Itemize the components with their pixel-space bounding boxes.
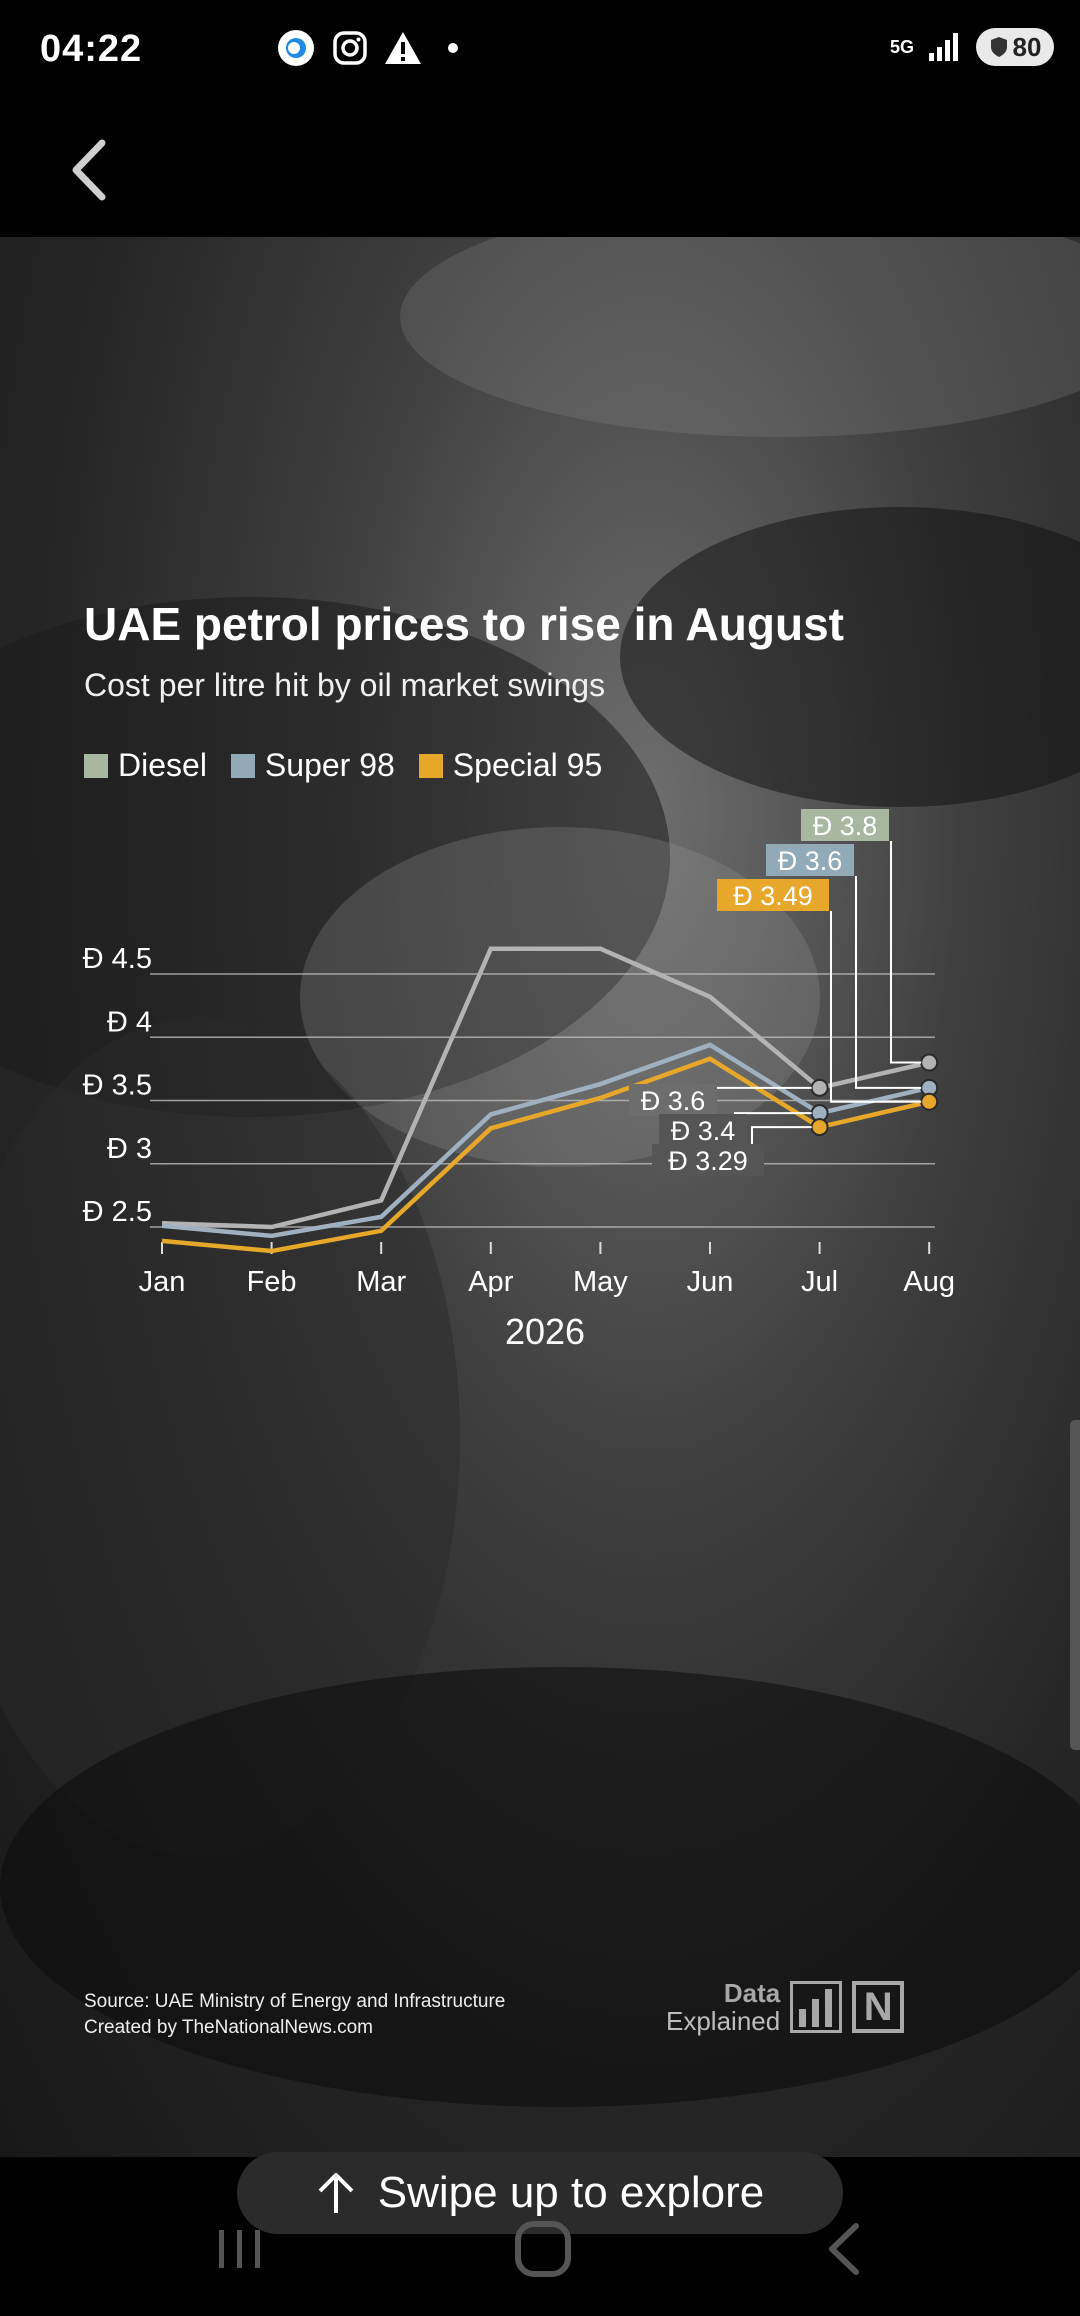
back-button[interactable]: [60, 135, 120, 205]
background-photo: [0, 237, 1080, 2107]
annotation-box: [629, 1084, 717, 1116]
data-point-special-95: [920, 1092, 939, 1111]
chart-legend: Diesel Super 98 Special 95: [84, 747, 602, 784]
top-bar: [0, 105, 1080, 237]
legend-label: Special 95: [452, 747, 603, 783]
story-card: UAE petrol prices to rise in August Cost…: [0, 237, 1080, 2157]
x-tick-label: Apr: [468, 1266, 513, 1298]
y-tick-label: Đ 3.5: [83, 1070, 152, 1102]
network-label: 5G: [889, 37, 914, 57]
swipe-label: Swipe up to explore: [377, 2168, 765, 2217]
x-axis-label: 2026: [505, 1311, 585, 1352]
annotation-label: Đ 3.8: [813, 811, 878, 841]
annotation-label: Đ 3.6: [778, 846, 843, 876]
national-logo: N: [852, 1981, 905, 2033]
warning-icon: [385, 32, 421, 64]
legend-item-special95: Special 95: [418, 747, 603, 784]
scroll-indicator[interactable]: [1070, 1420, 1080, 1750]
swipe-up-button[interactable]: Swipe up to explore: [237, 2152, 843, 2234]
x-tick-label: Aug: [903, 1266, 955, 1298]
nav-back-button[interactable]: [810, 2214, 880, 2284]
recent-apps-button[interactable]: [205, 2214, 275, 2284]
credit-line: Created by TheNationalNews.com: [84, 2017, 374, 2038]
data-point-diesel: [920, 1053, 939, 1072]
brand-line1: Data: [723, 1978, 781, 2008]
x-tick-label: Feb: [247, 1266, 297, 1298]
data-explained-logo: Data Explained N: [666, 1978, 905, 2036]
shield-icon: [990, 37, 1007, 57]
legend-swatch: [84, 753, 108, 778]
status-notification-icons: [276, 28, 468, 68]
x-tick-label: Jul: [801, 1266, 838, 1298]
legend-swatch: [418, 753, 443, 778]
status-bar: 04:22 5G 80: [0, 0, 1080, 105]
annotation-leader: [890, 841, 922, 1064]
x-tick-label: May: [573, 1266, 628, 1298]
legend-item-super98: Super 98: [230, 747, 395, 784]
legend-label: Super 98: [264, 747, 395, 783]
assistant-icon: [278, 30, 314, 66]
annotation-leader: [751, 1126, 812, 1144]
annotation-label: Đ 3.6: [641, 1086, 706, 1116]
series-line-special-95: [161, 1056, 930, 1254]
y-tick-label: Đ 2.5: [83, 1196, 152, 1228]
brand-line2: Explained: [666, 2006, 781, 2036]
legend-label: Diesel: [118, 747, 207, 783]
series-line-super-98: [161, 1042, 930, 1239]
annotation-label: Đ 3.49: [733, 881, 813, 911]
status-time: 04:22: [40, 28, 143, 70]
annotation-leader: [830, 911, 922, 1103]
legend-item-diesel: Diesel: [84, 747, 207, 784]
x-tick-label: Jun: [687, 1266, 734, 1298]
y-tick-label: Đ 4.5: [83, 943, 152, 975]
chart-title: UAE petrol prices to rise in August: [84, 598, 844, 650]
bg-shape: [0, 597, 670, 1117]
bg-shape: [400, 237, 1080, 437]
annotation-leader: [855, 876, 922, 1089]
source-note: Source: UAE Ministry of Energy and Infra…: [84, 1989, 505, 2041]
annotation-label: Đ 3.4: [671, 1116, 736, 1146]
y-tick-label: Đ 4: [107, 1006, 152, 1038]
status-system-icons: 5G 80: [890, 28, 1054, 66]
source-line: Source: UAE Ministry of Energy and Infra…: [84, 1991, 506, 2012]
annotation-box: [652, 1144, 764, 1176]
bg-shape: [0, 1667, 1080, 2107]
arrow-up-icon: [318, 2173, 354, 2213]
bg-shape: [620, 507, 1080, 807]
home-button[interactable]: [508, 2214, 578, 2284]
annotation-box: [717, 879, 829, 911]
data-point-diesel: [810, 1078, 829, 1097]
data-point-special-95: [810, 1118, 829, 1137]
battery-indicator: 80: [976, 28, 1054, 66]
line-chart: Đ 2.5 Đ 3 Đ 3.5 Đ 4 Đ 4.5 Jan Feb Mar Apr May Jun J…: [83, 809, 955, 1352]
y-tick-label: Đ 3: [107, 1133, 152, 1165]
x-tick-label: Jan: [139, 1266, 186, 1298]
annotation-leader: [704, 1084, 812, 1089]
x-tick-label: Mar: [356, 1266, 406, 1298]
annotation-leader: [734, 1112, 812, 1115]
notification-dot-icon: [448, 43, 458, 53]
chart-subtitle: Cost per litre hit by oil market swings: [84, 667, 606, 703]
series-line-diesel: [161, 946, 930, 1230]
bg-shape: [300, 827, 820, 1167]
bar-chart-icon: [790, 1981, 843, 2033]
instagram-icon: [333, 31, 367, 65]
signal-icon: [929, 33, 958, 61]
annotation-box: [766, 844, 854, 876]
annotation-label: Đ 3.29: [668, 1146, 748, 1176]
annotation-box: [801, 809, 889, 841]
battery-level: 80: [1012, 31, 1042, 62]
legend-swatch: [230, 753, 255, 778]
annotation-box: [659, 1114, 747, 1146]
